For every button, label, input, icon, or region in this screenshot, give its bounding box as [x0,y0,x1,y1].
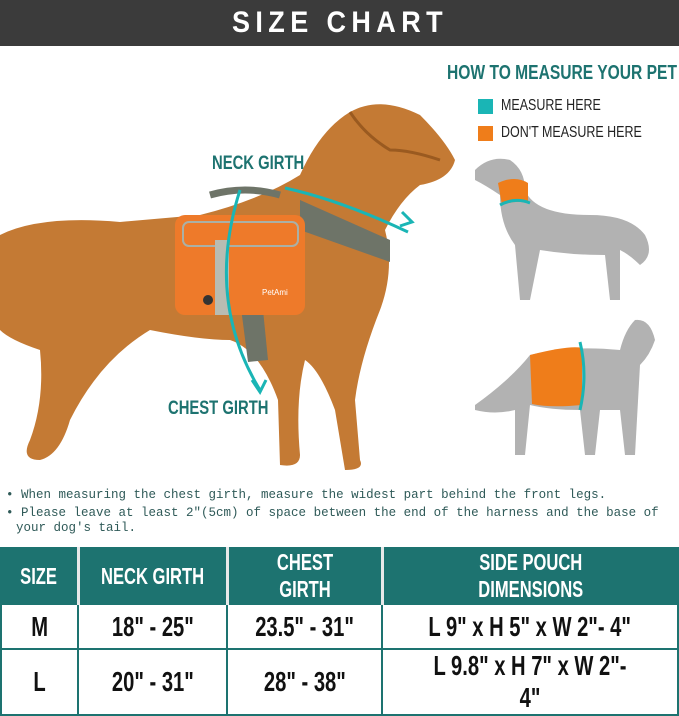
table-header-row: SIZE NECK GIRTH CHEST GIRTH SIDE POUCH D… [1,547,679,605]
legend-heading: HOW TO MEASURE YOUR PET [447,62,677,84]
teal-swatch [478,98,493,114]
cell-pouch: L 9" x H 5" x W 2"- 4" [381,603,679,650]
size-table: SIZE NECK GIRTH CHEST GIRTH SIDE POUCH D… [0,547,679,716]
header-size: SIZE [1,547,79,605]
side-pouch [175,215,305,315]
cell-neck: 20" - 31" [77,648,228,716]
legend-dont-measure: DON'T MEASURE HERE [478,124,679,142]
table-row: M 18" - 25" 23.5" - 31" L 9" x H 5" x W … [0,603,679,650]
header-neck-girth: NECK GIRTH [76,547,228,605]
dog-photo: PetAmi [0,104,455,471]
note-item: • Please leave at least 2"(5cm) of space… [6,506,659,535]
cell-size: L [0,648,79,716]
title-bar: SIZE CHART [0,0,679,46]
cell-size: M [0,603,79,650]
legend-measure-here: MEASURE HERE [478,97,629,115]
harness-strap [300,200,390,262]
cell-chest: 23.5" - 31" [226,603,383,650]
header-pouch-dimensions: SIDE POUCH DIMENSIONS [380,547,679,605]
page-title: SIZE CHART [231,6,448,39]
cell-neck: 18" - 25" [77,603,228,650]
chest-girth-label: CHEST GIRTH [168,398,269,419]
orange-swatch [478,125,493,141]
header-chest-girth: CHEST GIRTH [225,547,383,605]
neck-girth-label: NECK GIRTH [212,153,305,174]
cell-pouch: L 9.8" x H 7" x W 2"- 4" [381,648,679,716]
chest-diagram [475,319,655,455]
cell-chest: 28" - 38" [226,648,383,716]
neck-measure-arrow [284,186,409,234]
note-item: • When measuring the chest girth, measur… [6,488,607,502]
neck-diagram [475,158,649,300]
measurement-notes: • When measuring the chest girth, measur… [6,488,679,539]
chest-measure-arrow [224,189,262,391]
table-row: L 20" - 31" 28" - 38" L 9.8" x H 7" x W … [0,648,679,716]
brand-logo: PetAmi [262,288,288,297]
harness-handle [209,186,281,199]
